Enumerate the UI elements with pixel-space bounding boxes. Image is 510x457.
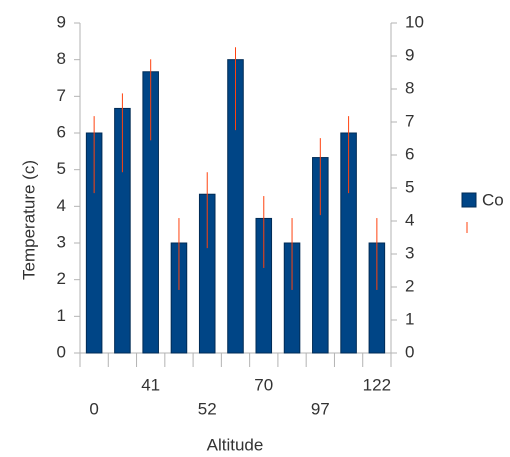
y2-tick-label: 7	[405, 111, 414, 130]
y-tick-label: 4	[57, 196, 66, 215]
x-tick-label: 41	[141, 375, 160, 394]
y-tick-label: 0	[57, 342, 66, 361]
y-tick-label: 5	[57, 159, 66, 178]
y2-tick-label: 6	[405, 144, 414, 163]
x-tick-label: 0	[89, 399, 98, 418]
y2-tick-label: 2	[405, 276, 414, 295]
y2-tick-label: 0	[405, 342, 414, 361]
y-axis-label: Temperature (c)	[19, 160, 38, 280]
y2-tick-label: 8	[405, 78, 414, 97]
x-tick-label: 97	[311, 399, 330, 418]
y2-tick-label: 9	[405, 45, 414, 64]
y-tick-label: 9	[57, 12, 66, 31]
x-axis-label: Altitude	[207, 435, 264, 454]
x-tick-label: 52	[198, 399, 217, 418]
legend-swatch	[461, 192, 477, 208]
y2-tick-label: 3	[405, 243, 414, 262]
x-tick-label: 70	[254, 375, 273, 394]
x-tick-label: 122	[363, 375, 391, 394]
y-tick-label: 6	[57, 122, 66, 141]
y-tick-label: 2	[57, 269, 66, 288]
y2-tick-label: 10	[405, 12, 424, 31]
y2-tick-label: 1	[405, 309, 414, 328]
y-tick-label: 3	[57, 232, 66, 251]
y-tick-label: 1	[57, 306, 66, 325]
y2-tick-label: 5	[405, 177, 414, 196]
legend-label: Co	[482, 190, 504, 209]
y-tick-label: 7	[57, 86, 66, 105]
y-tick-label: 8	[57, 49, 66, 68]
y2-tick-label: 4	[405, 210, 414, 229]
